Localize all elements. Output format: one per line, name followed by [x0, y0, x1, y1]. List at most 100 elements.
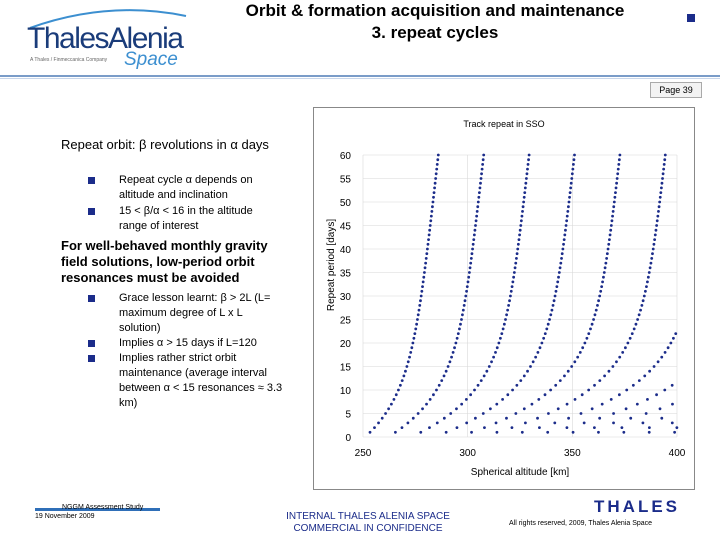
data-point	[607, 242, 611, 246]
data-point	[607, 369, 611, 373]
data-point	[423, 266, 427, 270]
data-point	[485, 369, 489, 373]
data-point	[602, 275, 605, 279]
data-point	[433, 181, 437, 185]
data-point	[448, 360, 452, 364]
data-point	[518, 228, 522, 232]
data-point	[440, 379, 444, 382]
data-point	[416, 318, 419, 321]
data-point	[660, 181, 664, 185]
bullet-text-5: Implies rather strict orbit maintenance …	[119, 352, 283, 409]
data-point	[387, 407, 391, 411]
data-point	[658, 407, 662, 411]
data-point	[646, 275, 650, 279]
data-point	[421, 407, 424, 411]
data-point	[425, 402, 428, 406]
data-point	[429, 219, 433, 223]
data-point	[654, 228, 658, 232]
data-point	[482, 153, 486, 157]
data-point	[424, 261, 428, 265]
data-point	[653, 238, 657, 242]
data-point	[615, 181, 618, 185]
data-point	[596, 304, 599, 307]
data-point	[506, 308, 510, 312]
data-point	[444, 369, 448, 373]
data-point	[636, 318, 640, 321]
data-point	[477, 195, 481, 199]
data-point	[467, 275, 471, 279]
data-point	[404, 369, 407, 373]
data-point	[500, 332, 504, 335]
data-point	[478, 186, 482, 190]
data-point	[554, 289, 558, 293]
data-point	[426, 247, 429, 251]
bullet-icon	[88, 355, 95, 362]
data-point	[655, 219, 659, 223]
data-point	[465, 285, 469, 288]
data-point	[511, 280, 515, 284]
data-point	[469, 257, 473, 260]
data-point	[408, 355, 411, 359]
data-point	[476, 383, 480, 387]
data-point	[648, 369, 652, 373]
data-point	[565, 426, 569, 429]
chart-grid	[362, 154, 678, 438]
data-point	[521, 205, 525, 209]
data-point	[670, 421, 674, 425]
data-point	[521, 210, 524, 213]
data-point	[593, 383, 596, 387]
data-point	[608, 233, 612, 237]
data-point	[567, 200, 571, 204]
data-point	[426, 242, 430, 246]
data-point	[640, 304, 644, 307]
data-point	[397, 388, 400, 392]
y-tick-label: 25	[340, 316, 352, 327]
data-point	[551, 304, 555, 307]
data-point	[658, 195, 662, 199]
y-tick-label: 20	[340, 339, 352, 350]
data-point	[368, 430, 372, 434]
data-point	[508, 299, 511, 303]
footer-internal-line-1: INTERNAL THALES ALENIA SPACE	[286, 511, 450, 522]
data-point	[434, 172, 438, 176]
chart-y-ticks: 0 5 10 15 20 25 30 35 40 45 50 55 60	[340, 151, 352, 444]
data-point	[506, 393, 510, 397]
data-point	[655, 393, 658, 397]
data-point	[526, 369, 529, 373]
data-point	[519, 224, 523, 227]
data-point	[549, 313, 553, 317]
data-point	[504, 318, 507, 321]
data-point	[659, 186, 663, 190]
data-point	[593, 313, 597, 317]
data-point	[494, 351, 497, 354]
y-tick-label: 10	[340, 386, 352, 397]
y-tick-label: 60	[340, 151, 352, 162]
data-point	[527, 158, 530, 162]
data-point	[474, 224, 477, 227]
data-point	[487, 365, 491, 368]
data-point	[618, 153, 622, 157]
data-point	[556, 407, 560, 411]
data-point	[622, 430, 626, 434]
data-point	[461, 313, 464, 317]
data-point	[558, 266, 562, 270]
data-point	[569, 181, 573, 185]
data-point	[473, 228, 477, 232]
data-point	[675, 426, 679, 429]
data-point	[641, 299, 645, 303]
data-point	[465, 289, 468, 293]
data-point	[501, 327, 505, 331]
data-point	[543, 393, 547, 397]
data-point	[663, 388, 667, 392]
data-point	[446, 365, 450, 368]
data-point	[428, 426, 431, 429]
data-point	[617, 158, 621, 162]
data-point	[590, 322, 594, 326]
data-point	[420, 289, 424, 293]
data-point	[543, 332, 547, 335]
bullet-icon	[88, 340, 95, 347]
data-point	[466, 280, 470, 284]
data-point	[474, 219, 478, 223]
y-tick-label: 35	[340, 269, 352, 280]
data-point	[538, 426, 541, 429]
